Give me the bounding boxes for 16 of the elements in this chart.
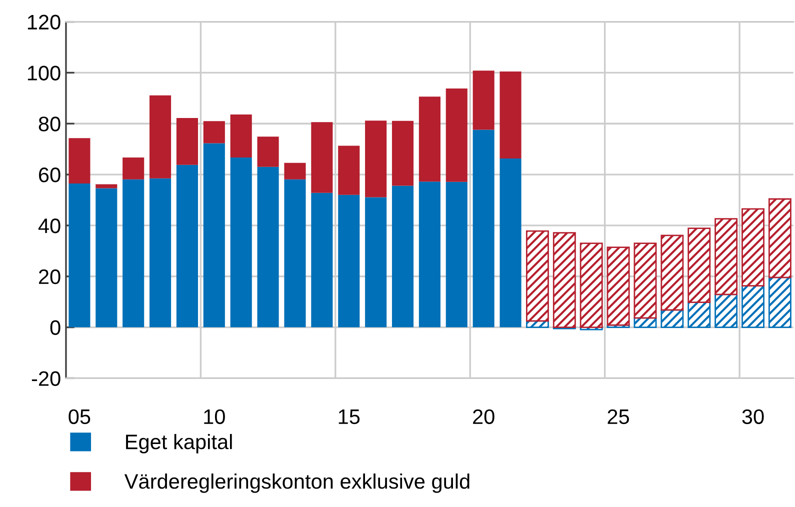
y-tick-label: 120	[28, 14, 60, 30]
y-tick-label: 0	[50, 320, 60, 336]
x-tick-label: 15	[338, 410, 360, 424]
x-tick-label: 20	[473, 409, 494, 424]
legend-label: Värderegleringskonton exklusive guld	[124, 474, 470, 493]
y-tick-label: 80	[38, 116, 60, 132]
y-tick-label: -20	[32, 371, 60, 386]
y-tick-label: 100	[28, 66, 60, 80]
x-tick-label: 30	[742, 409, 764, 424]
y-tick-label: 40	[38, 218, 60, 234]
x-tick-label: 25	[608, 409, 630, 424]
x-tick-label: 05	[68, 409, 90, 424]
x-tick-label: 10	[204, 409, 225, 424]
legend-label: Eget kapital	[126, 434, 232, 454]
y-tick-label: 60	[39, 168, 60, 182]
y-tick-label: 20	[39, 269, 60, 284]
